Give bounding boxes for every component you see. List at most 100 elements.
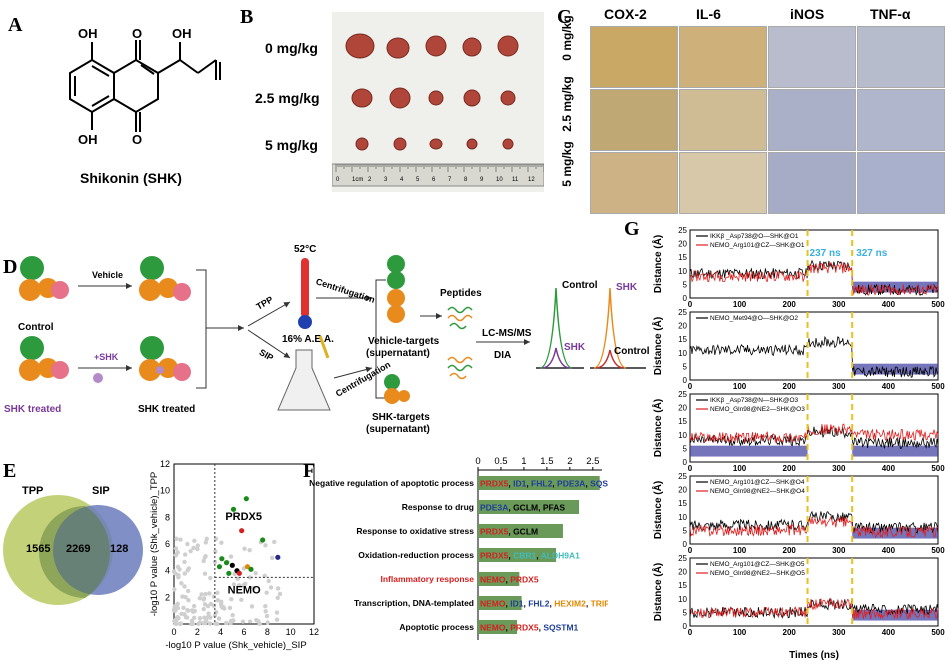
gene-name: NEMO (480, 623, 506, 633)
dose-5: 5 mg/kg (265, 137, 318, 153)
dose-0: 0 mg/kg (265, 40, 318, 56)
gene-name: NEMO (480, 599, 506, 609)
scatter-bg-point (212, 613, 218, 618)
scatter-bg-point (201, 597, 206, 602)
scatter-bg-point (230, 612, 235, 618)
scatter-bg-point (189, 618, 195, 624)
atom-o-top: O (132, 26, 142, 41)
venn-sip-label: SIP (92, 485, 110, 497)
atom-oh-chain: OH (172, 26, 192, 41)
peptides-icon (447, 306, 473, 380)
md-ytick: 25 (678, 308, 687, 317)
scatter-bg-point (231, 582, 237, 587)
scatter-bg-point (219, 540, 224, 545)
gene-name: , (506, 575, 511, 585)
scatter-bg-point (201, 558, 206, 564)
gene-name: , (506, 599, 511, 609)
scatter-bg-point (263, 609, 268, 614)
ruler-label: 5 (416, 177, 420, 183)
md-annotation-237: 237 ns (810, 248, 842, 259)
ihc-image (857, 152, 945, 214)
scatter-bg-point (203, 591, 208, 597)
atom-oh-top: OH (78, 26, 98, 41)
md-ytick: 15 (678, 335, 687, 344)
scatter-bg-point (197, 615, 203, 621)
md-trace (689, 510, 939, 534)
md-xtick: 100 (733, 464, 747, 473)
scatter-bg-point (263, 603, 268, 609)
scatter-bg-point (206, 611, 211, 616)
gene-name: CBR1 (513, 551, 536, 561)
md-ytick: 25 (678, 390, 687, 399)
bar-xtick: 2.5 (586, 456, 599, 467)
ihc-image (857, 26, 945, 88)
gene-name: , (523, 599, 528, 609)
scatter-label-nemo: NEMO (228, 584, 261, 596)
scatter-bg-point (272, 539, 277, 545)
md-ytick: 15 (678, 417, 687, 426)
bar-rect (478, 548, 557, 562)
bar-category-label: Transcription, DNA-templated (354, 598, 474, 608)
md-ylabel: Distance (Å) (651, 317, 664, 375)
venn-diagram: TPP SIP 1565 2269 128 (3, 485, 143, 605)
scatter-point (239, 528, 245, 534)
md-xtick: 200 (783, 300, 797, 309)
scatter-point (226, 570, 232, 576)
ihc-row-0: 0 mg/kg (560, 15, 574, 61)
scatter-bg-point (179, 581, 184, 586)
lcms-label: LC-MS/MS (482, 328, 532, 339)
md-ytick: 5 (683, 608, 688, 617)
scatter-bg-point (173, 546, 179, 551)
scatter-bg-point (215, 590, 220, 595)
scatter-bg-point (196, 621, 201, 627)
scatter-bg-point (249, 604, 255, 609)
ruler-label: 9 (480, 177, 484, 183)
ruler-label: 0 (336, 177, 340, 183)
gene-name: , GCLM, PFAS (508, 503, 565, 513)
md-band (852, 527, 938, 539)
shk-treated-mid-label: SHK treated (138, 404, 195, 415)
shk-targets-icon (384, 374, 410, 404)
panel-b-label: B (240, 6, 254, 28)
md-xtick: 0 (688, 628, 693, 637)
scatter-bg-point (247, 619, 253, 624)
md-ytick: 10 (678, 431, 687, 440)
gene-name: NEMO (480, 575, 506, 585)
scatter-point (219, 556, 225, 562)
md-xtick: 200 (783, 464, 797, 473)
md-ytick: 5 (683, 362, 688, 371)
ihc-image (590, 89, 678, 151)
scatter-bg-point (265, 620, 270, 625)
scatter-bg-point (172, 608, 178, 613)
scatter-bg-point (253, 571, 258, 576)
scatter-xtick: 6 (241, 627, 246, 637)
bar-category-label: Response to drug (402, 502, 474, 512)
plus-shk-label: +SHK (94, 352, 119, 362)
gene-name: ID1 (510, 599, 524, 609)
md-ytick: 25 (678, 226, 687, 235)
scatter-label-prdx5: PRDX5 (225, 511, 262, 523)
ihc-image (679, 152, 767, 214)
scatter-point (229, 562, 235, 568)
md-xtick: 100 (733, 382, 747, 391)
scatter-ylabel: -log10 P value (Shk_vehicle)_TPP (149, 472, 160, 617)
bar-category-label: Negative regulation of apoptotic process (309, 478, 474, 488)
scatter-bg-point (275, 586, 281, 591)
gene-name: , (585, 479, 590, 489)
md-xtick: 300 (832, 628, 846, 637)
scatter-bg-point (208, 575, 213, 581)
shk-targets-label: SHK-targets (372, 412, 430, 423)
gene-name: SQSTM1 (590, 479, 608, 489)
scatter-bg-point (208, 601, 214, 607)
scatter-bg-point (223, 620, 229, 626)
scatter-bg-point (185, 588, 191, 594)
md-xtick: 200 (783, 628, 797, 637)
ruler-label: 4 (400, 177, 404, 183)
scatter-ytick: 2 (165, 592, 170, 602)
gene-name: FHL2 (528, 599, 550, 609)
bar-gene-list: NEMO, ID1, FHL2, HEXIM2, TRIP6, TXLNG (480, 599, 608, 609)
bar-xtick: 0.5 (494, 456, 507, 467)
md-ytick: 0 (683, 294, 688, 303)
bar-category-label: Oxidation-reduction process (358, 550, 474, 560)
